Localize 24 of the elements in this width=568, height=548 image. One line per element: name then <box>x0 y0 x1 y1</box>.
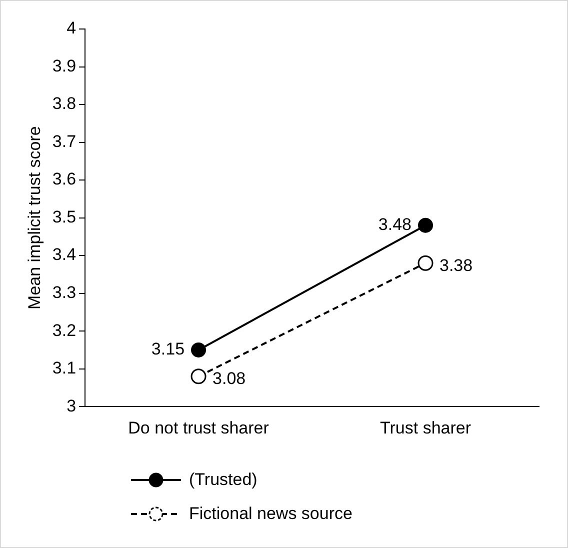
y-tick-label: 4 <box>66 18 76 38</box>
y-tick-label: 3.2 <box>52 320 76 340</box>
x-tick-label: Trust sharer <box>380 418 472 438</box>
point <box>418 218 434 233</box>
y-axis-title: Mean implicit trust score <box>24 126 44 310</box>
data-label: 3.38 <box>440 256 473 275</box>
y-tick-label: 3.8 <box>52 94 76 114</box>
data-label: 3.15 <box>151 340 185 359</box>
x-tick-label: Do not trust sharer <box>128 418 270 438</box>
point <box>418 255 434 271</box>
y-tick-label: 3.3 <box>52 283 76 302</box>
legend-label: (Trusted) <box>189 470 258 490</box>
data-label: 3.48 <box>378 215 412 234</box>
legend-label: Fictional news source <box>189 504 352 524</box>
data-label: 3.08 <box>212 369 246 388</box>
y-tick-label: 3.4 <box>52 245 76 264</box>
y-tick-label: 3.6 <box>52 170 76 189</box>
y-tick-label: 3 <box>66 396 76 416</box>
y-tick-label: 3.1 <box>52 358 76 378</box>
y-tick-label: 3.5 <box>52 207 76 226</box>
point <box>190 368 206 384</box>
y-tick-label: 3.9 <box>52 56 76 76</box>
point <box>191 342 206 358</box>
y-tick-label: 3.7 <box>52 132 76 151</box>
